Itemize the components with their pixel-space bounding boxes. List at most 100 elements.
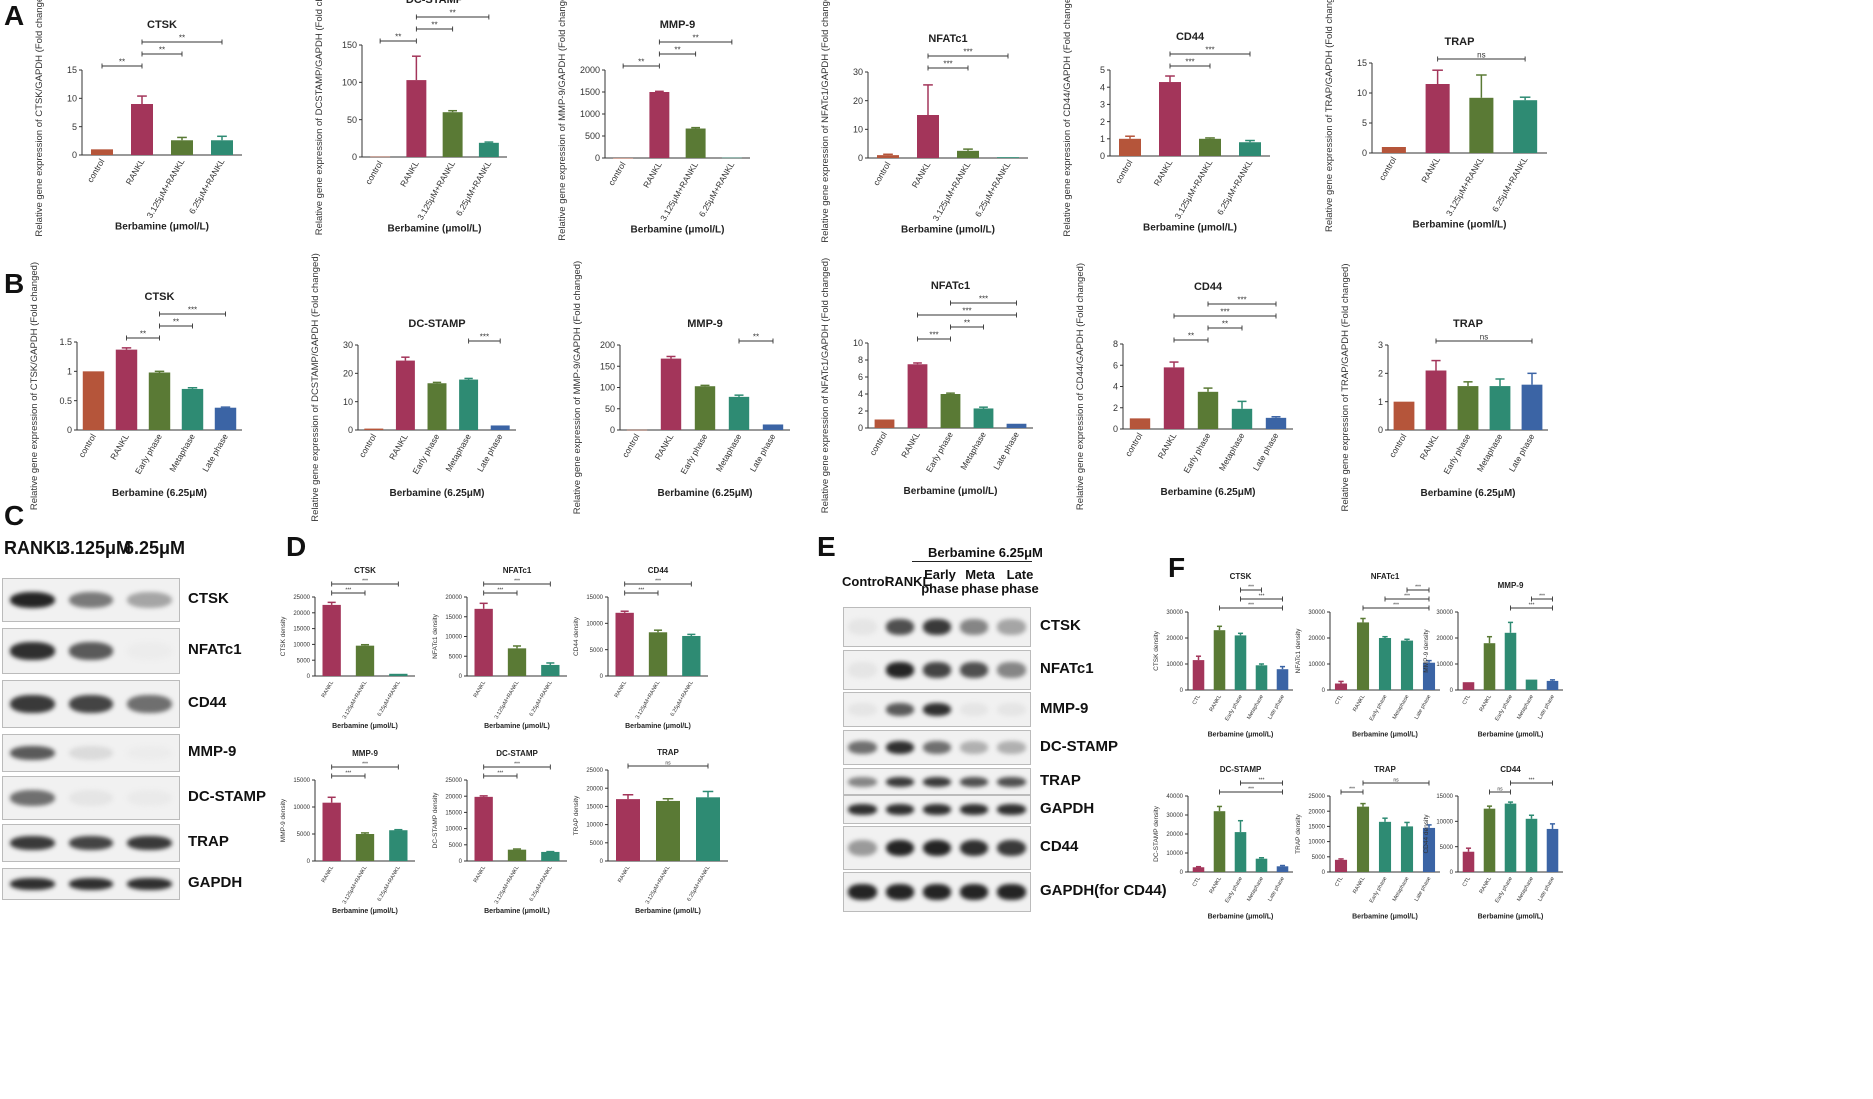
x-tick-label: 6.25μM+RANKL [529, 680, 554, 718]
x-tick-label: 6.25μM+RANKL [187, 157, 227, 216]
blot-row-label: CTSK [188, 590, 229, 607]
x-tick-label: Early phase [1181, 431, 1212, 475]
x-tick-label: Late phase [1537, 876, 1556, 903]
bar [728, 396, 750, 430]
y-tick-label: 0 [1450, 688, 1454, 694]
sig-label: ** [450, 9, 456, 18]
y-tick-label: 0 [600, 674, 604, 680]
y-tick-label: 0 [1180, 870, 1184, 876]
x-tick-label: RANKL [473, 680, 487, 699]
blot-band [885, 776, 914, 787]
chart-b4: NFATc1 0 2 4 6 8 10 Relative gene expression of… [820, 258, 1033, 513]
y-tick-label: 10 [853, 124, 863, 134]
y-tick-label: 0 [600, 859, 604, 865]
blot-row-label: DC-STAMP [188, 788, 267, 805]
chart-b5: CD44 0 2 4 6 8 Relative gene expression of CD4… [1075, 263, 1293, 510]
bar [1425, 370, 1447, 430]
y-tick-label: 20000 [445, 595, 462, 601]
y-tick-label: 10000 [1166, 662, 1183, 668]
bar [613, 157, 634, 159]
sig-label: ns [1393, 778, 1399, 784]
y-tick-label: 2 [858, 406, 863, 416]
y-tick-label: 0 [858, 153, 863, 163]
blot-band [997, 839, 1026, 857]
x-axis-label: Berbamine (μmol/L) [388, 223, 482, 234]
x-tick-label: control [77, 432, 98, 459]
chart-f1: CTSK 0 10000 20000 30000 CTSK density CTL RANKL… [1153, 572, 1293, 738]
y-tick-label: 6 [858, 372, 863, 382]
x-axis-label: Berbamine (μmol/L) [1478, 913, 1544, 920]
chart-title: TRAP [1445, 36, 1475, 48]
sig-label: *** [497, 771, 503, 777]
blot-strip [843, 692, 1031, 727]
sig-label: *** [1415, 585, 1421, 591]
chart-title: TRAP [1374, 765, 1396, 774]
y-axis-label: Relative gene expression of MMP-9/GAPDH … [557, 0, 568, 241]
x-tick-label: Early phase [1369, 876, 1389, 904]
x-tick-label: control [363, 159, 384, 186]
y-tick-label: 20000 [445, 794, 462, 800]
bar [762, 424, 784, 430]
blot-band [997, 776, 1026, 787]
x-axis-label: Berbamine (μmol/L) [484, 723, 550, 730]
x-tick-label: RANKL [1352, 694, 1366, 713]
y-tick-label: 0 [459, 674, 463, 680]
y-tick-label: 10000 [586, 621, 603, 627]
bar [1334, 859, 1348, 872]
y-axis-label: Relative gene expression of TRAP/GAPDH (… [1324, 0, 1335, 232]
bar [1234, 832, 1247, 872]
bar [507, 648, 527, 676]
y-axis-label: CD44 density [573, 616, 580, 656]
y-tick-label: 15000 [1436, 794, 1453, 800]
blot-band [127, 694, 172, 714]
y-tick-label: 6 [1113, 360, 1118, 370]
blot-band [922, 839, 952, 857]
chart-d6: TRAP 0 5000 10000 15000 20000 25000 TRAP densit… [573, 748, 728, 915]
blot-band [960, 804, 989, 815]
bar [1378, 638, 1392, 690]
bar [541, 851, 560, 861]
blot-band [848, 776, 877, 787]
y-tick-label: 5000 [297, 832, 311, 838]
blot-strip [2, 734, 180, 772]
chart-f3: MMP-9 0 10000 20000 30000 MMP-9 density CTL RAN… [1423, 581, 1563, 738]
y-axis-label: Relative gene expression of MMP-9/GAPDH … [572, 261, 583, 514]
bar [389, 830, 408, 861]
sig-label: ns [1477, 51, 1485, 60]
sig-label: *** [655, 579, 661, 585]
y-axis-label: Relative gene expression of TRAP/GAPDH (… [1340, 263, 1351, 511]
sig-label: *** [362, 762, 368, 768]
x-axis-label: Berbamine (6.25μM) [1160, 487, 1255, 498]
blot-row-label: DC-STAMP [1040, 737, 1119, 755]
blot-band [848, 662, 877, 678]
x-tick-label: Metaphase [958, 430, 988, 472]
y-tick-label: 20 [853, 96, 863, 106]
x-tick-label: 6.25μM+RANKL [686, 865, 711, 903]
panel-letter-c: C [4, 500, 25, 531]
blot-band [10, 878, 55, 890]
blot-band [885, 884, 914, 900]
y-tick-label: 100 [600, 383, 615, 393]
blot-row-label: NFATc1 [1040, 660, 1094, 677]
chart-b2: DC-STAMP 0 10 20 30 Relative gene expression … [310, 253, 516, 522]
bar [1192, 660, 1205, 690]
sig-label: ns [1480, 333, 1488, 342]
y-axis-label: NFATc1 density [432, 613, 439, 658]
chart-a1: CTSK 0 5 10 15 Relative gene expression of CT… [34, 0, 242, 237]
x-tick-label: 3.125μM+RANKL [1172, 158, 1214, 221]
blot-band [885, 839, 914, 857]
bar [656, 800, 680, 861]
x-tick-label: Metaphase [1516, 694, 1535, 721]
sig-label: ** [964, 319, 970, 328]
y-tick-label: 15000 [445, 811, 462, 817]
blot-band [960, 884, 989, 900]
y-axis-label: Relative gene expression of CTSK/GAPDH (… [34, 0, 45, 237]
bar [1119, 138, 1141, 156]
sig-label: *** [188, 306, 197, 315]
bar [1489, 386, 1511, 430]
bar [1400, 640, 1414, 690]
x-tick-label: Metaphase [1475, 432, 1505, 474]
x-tick-label: 3.125μM+RANKL [415, 159, 457, 222]
x-tick-label: control [1123, 431, 1144, 458]
x-tick-label: RANKL [1352, 876, 1366, 895]
